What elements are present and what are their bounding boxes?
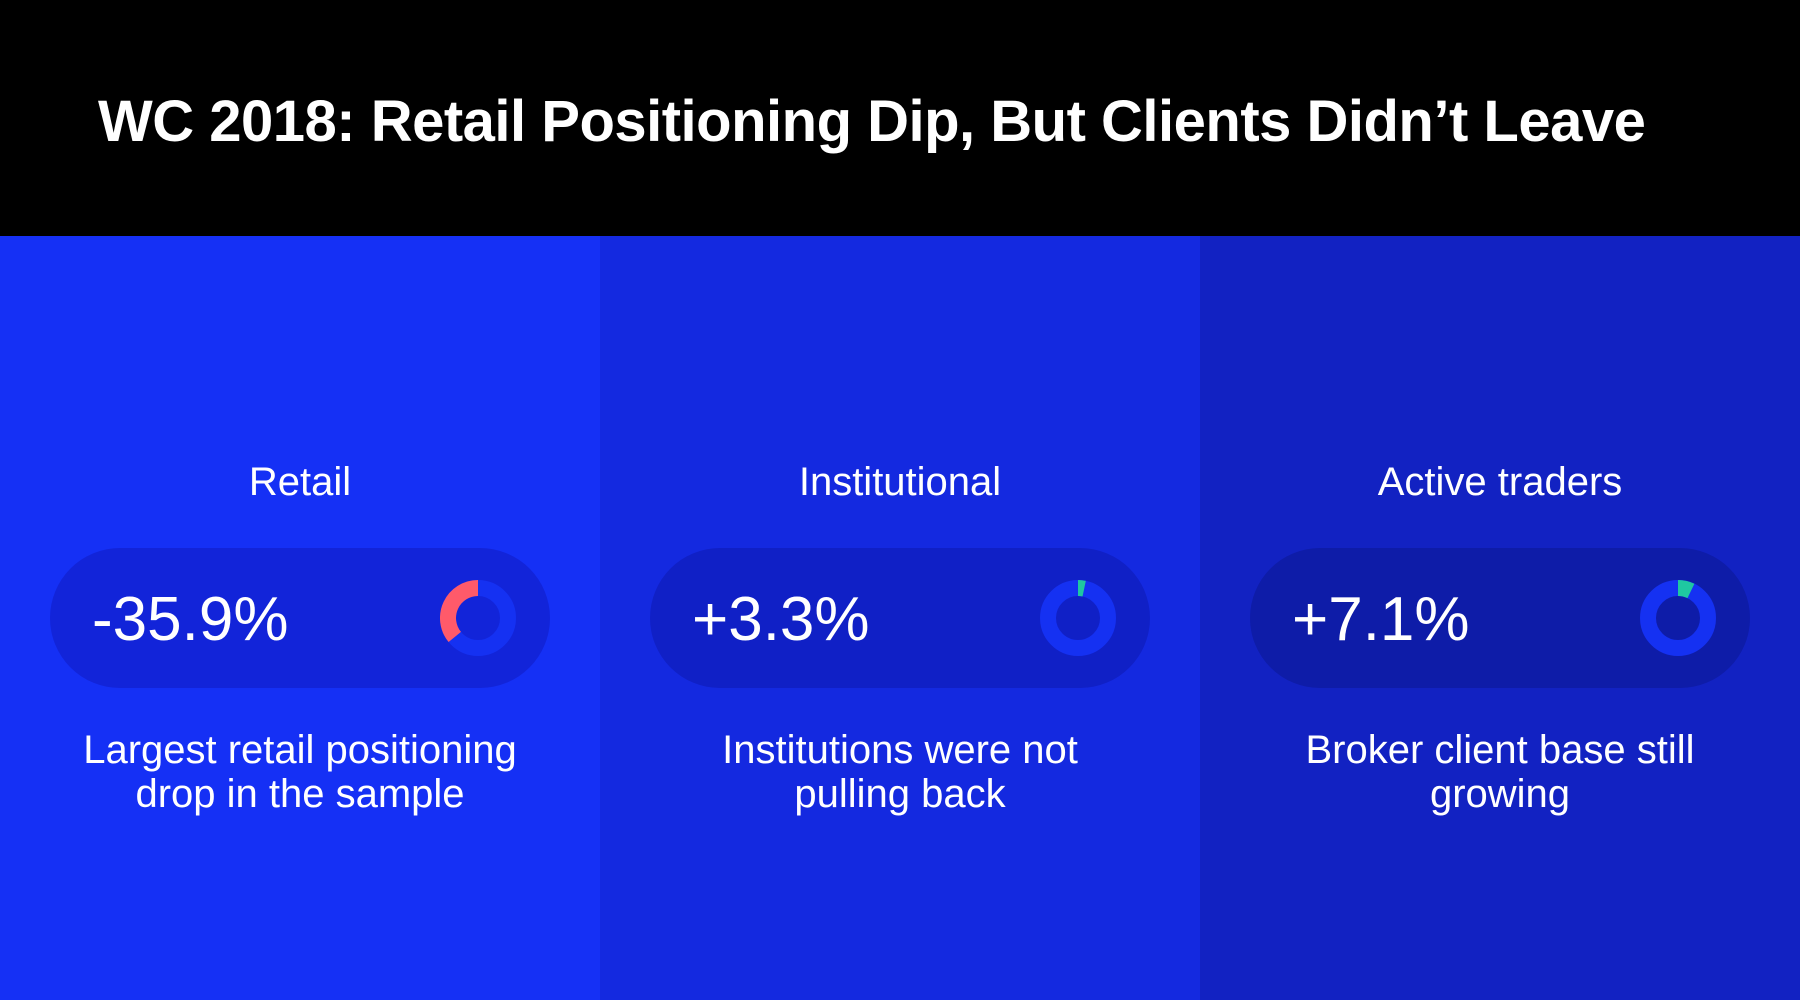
value-pill: +7.1% — [1250, 548, 1750, 688]
donut-track — [1040, 580, 1116, 656]
donut-chart — [440, 580, 516, 656]
panel-label: Active traders — [1377, 460, 1623, 504]
value-text: -35.9% — [92, 585, 289, 654]
panel-caption: Broker client base still growing — [1305, 728, 1695, 816]
donut-arc — [1077, 580, 1086, 597]
panel-label: Retail — [248, 460, 352, 504]
donut-chart — [1640, 580, 1716, 656]
value-pill: -35.9% — [50, 548, 550, 688]
panels: Retail -35.9% Largest retail positioning… — [0, 236, 1800, 1000]
donut-track — [1640, 580, 1716, 656]
donut-chart — [1040, 580, 1116, 656]
panel-retail: Retail -35.9% Largest retail positioning… — [0, 236, 600, 1000]
value-text: +3.3% — [692, 585, 870, 654]
header-bar: WC 2018: Retail Positioning Dip, But Cli… — [0, 0, 1800, 236]
page-title: WC 2018: Retail Positioning Dip, But Cli… — [98, 89, 1646, 154]
donut-arc — [1677, 580, 1695, 599]
value-text: +7.1% — [1292, 585, 1470, 654]
donut-arc — [440, 580, 479, 643]
value-pill: +3.3% — [650, 548, 1150, 688]
panel-caption: Institutions were not pulling back — [722, 728, 1078, 816]
panel-caption: Largest retail positioning drop in the s… — [83, 728, 517, 816]
panel-label: Institutional — [798, 460, 1002, 504]
panel-active-traders: Active traders +7.1% Broker client base … — [1200, 236, 1800, 1000]
panel-institutional: Institutional +3.3% Institutions were no… — [600, 236, 1200, 1000]
